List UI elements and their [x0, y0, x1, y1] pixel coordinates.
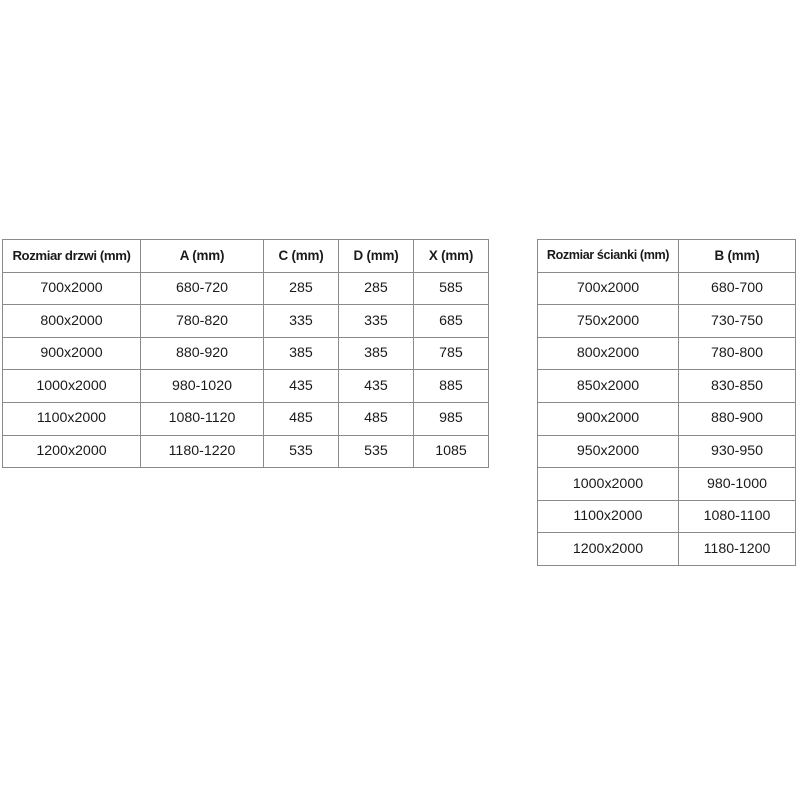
table-row: 700x2000 680-720 285 285 585: [2, 271, 489, 306]
cell-door-size: 1100x2000: [2, 401, 141, 436]
cell-b: 830-850: [678, 369, 796, 403]
cell-b: 780-800: [678, 336, 796, 371]
cell-x: 585: [413, 271, 489, 306]
cell-b: 930-950: [678, 434, 796, 469]
cell-b: 680-700: [678, 271, 796, 306]
cell-wall-size: 750x2000: [537, 304, 679, 338]
cell-c: 335: [263, 304, 339, 338]
table-row: 700x2000 680-700: [537, 271, 796, 306]
cell-d: 535: [338, 434, 414, 469]
cell-wall-size: 900x2000: [537, 401, 679, 436]
cell-a: 980-1020: [140, 369, 264, 403]
cell-a: 1080-1120: [140, 401, 264, 436]
table-row: 800x2000 780-800: [537, 336, 796, 371]
door-table-body: 700x2000 680-720 285 285 585 800x2000 78…: [2, 271, 489, 469]
column-header-b: B (mm): [678, 239, 796, 273]
cell-door-size: 800x2000: [2, 304, 141, 338]
cell-c: 535: [263, 434, 339, 469]
table-row: 1100x2000 1080-1100: [537, 499, 796, 534]
cell-wall-size: 700x2000: [537, 271, 679, 306]
cell-wall-size: 950x2000: [537, 434, 679, 469]
column-header-d: D (mm): [338, 239, 414, 273]
cell-d: 435: [338, 369, 414, 403]
cell-x: 985: [413, 401, 489, 436]
cell-c: 385: [263, 336, 339, 371]
cell-door-size: 1000x2000: [2, 369, 141, 403]
cell-d: 485: [338, 401, 414, 436]
cell-x: 685: [413, 304, 489, 338]
cell-b: 730-750: [678, 304, 796, 338]
cell-wall-size: 800x2000: [537, 336, 679, 371]
cell-wall-size: 1000x2000: [537, 467, 679, 501]
cell-wall-size: 1100x2000: [537, 499, 679, 534]
table-row: 1200x2000 1180-1200: [537, 532, 796, 566]
cell-b: 880-900: [678, 401, 796, 436]
table-row: 1000x2000 980-1000: [537, 467, 796, 501]
cell-b: 1180-1200: [678, 532, 796, 566]
column-header-door-size: Rozmiar drzwi (mm): [2, 239, 141, 273]
cell-d: 285: [338, 271, 414, 306]
cell-c: 485: [263, 401, 339, 436]
cell-d: 385: [338, 336, 414, 371]
table-header-row: Rozmiar ścianki (mm) B (mm): [537, 239, 796, 273]
table-row: 950x2000 930-950: [537, 434, 796, 469]
cell-c: 285: [263, 271, 339, 306]
wall-panel-size-table: Rozmiar ścianki (mm) B (mm) 700x2000 680…: [537, 239, 796, 566]
table-row: 800x2000 780-820 335 335 685: [2, 304, 489, 338]
table-header-row: Rozmiar drzwi (mm) A (mm) C (mm) D (mm) …: [2, 239, 489, 273]
cell-x: 885: [413, 369, 489, 403]
cell-a: 880-920: [140, 336, 264, 371]
cell-wall-size: 1200x2000: [537, 532, 679, 566]
table-row: 750x2000 730-750: [537, 304, 796, 338]
table-row: 1200x2000 1180-1220 535 535 1085: [2, 434, 489, 469]
cell-c: 435: [263, 369, 339, 403]
column-header-a: A (mm): [140, 239, 264, 273]
cell-d: 335: [338, 304, 414, 338]
door-table-head: Rozmiar drzwi (mm) A (mm) C (mm) D (mm) …: [2, 239, 489, 273]
cell-a: 1180-1220: [140, 434, 264, 469]
door-size-table: Rozmiar drzwi (mm) A (mm) C (mm) D (mm) …: [2, 239, 489, 469]
cell-b: 980-1000: [678, 467, 796, 501]
cell-door-size: 900x2000: [2, 336, 141, 371]
column-header-wall-size: Rozmiar ścianki (mm): [537, 239, 679, 273]
wall-table-head: Rozmiar ścianki (mm) B (mm): [537, 239, 796, 273]
cell-wall-size: 850x2000: [537, 369, 679, 403]
cell-door-size: 700x2000: [2, 271, 141, 306]
wall-table-body: 700x2000 680-700 750x2000 730-750 800x20…: [537, 271, 796, 566]
cell-a: 780-820: [140, 304, 264, 338]
cell-door-size: 1200x2000: [2, 434, 141, 469]
cell-b: 1080-1100: [678, 499, 796, 534]
cell-x: 785: [413, 336, 489, 371]
cell-a: 680-720: [140, 271, 264, 306]
cell-x: 1085: [413, 434, 489, 469]
table-row: 900x2000 880-920 385 385 785: [2, 336, 489, 371]
column-header-c: C (mm): [263, 239, 339, 273]
table-row: 900x2000 880-900: [537, 401, 796, 436]
column-header-x: X (mm): [413, 239, 489, 273]
table-row: 1100x2000 1080-1120 485 485 985: [2, 401, 489, 436]
table-row: 1000x2000 980-1020 435 435 885: [2, 369, 489, 403]
table-row: 850x2000 830-850: [537, 369, 796, 403]
